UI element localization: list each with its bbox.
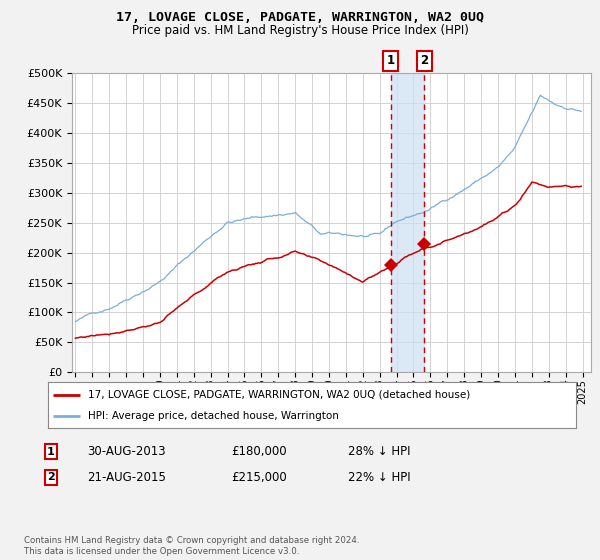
Text: 1: 1 (387, 54, 395, 67)
Text: £180,000: £180,000 (231, 445, 287, 459)
Text: 2: 2 (47, 472, 55, 482)
Text: 22% ↓ HPI: 22% ↓ HPI (348, 470, 410, 484)
Text: 21-AUG-2015: 21-AUG-2015 (87, 470, 166, 484)
Text: 17, LOVAGE CLOSE, PADGATE, WARRINGTON, WA2 0UQ: 17, LOVAGE CLOSE, PADGATE, WARRINGTON, W… (116, 11, 484, 24)
Text: 2: 2 (420, 54, 428, 67)
Text: HPI: Average price, detached house, Warrington: HPI: Average price, detached house, Warr… (88, 411, 338, 421)
Text: 30-AUG-2013: 30-AUG-2013 (87, 445, 166, 459)
Bar (391, 73, 424, 372)
Text: 17, LOVAGE CLOSE, PADGATE, WARRINGTON, WA2 0UQ (detached house): 17, LOVAGE CLOSE, PADGATE, WARRINGTON, W… (88, 390, 470, 400)
Text: Price paid vs. HM Land Registry's House Price Index (HPI): Price paid vs. HM Land Registry's House … (131, 24, 469, 37)
Text: 28% ↓ HPI: 28% ↓ HPI (348, 445, 410, 459)
Text: 1: 1 (47, 447, 55, 457)
Text: Contains HM Land Registry data © Crown copyright and database right 2024.
This d: Contains HM Land Registry data © Crown c… (24, 536, 359, 556)
Text: £215,000: £215,000 (231, 470, 287, 484)
